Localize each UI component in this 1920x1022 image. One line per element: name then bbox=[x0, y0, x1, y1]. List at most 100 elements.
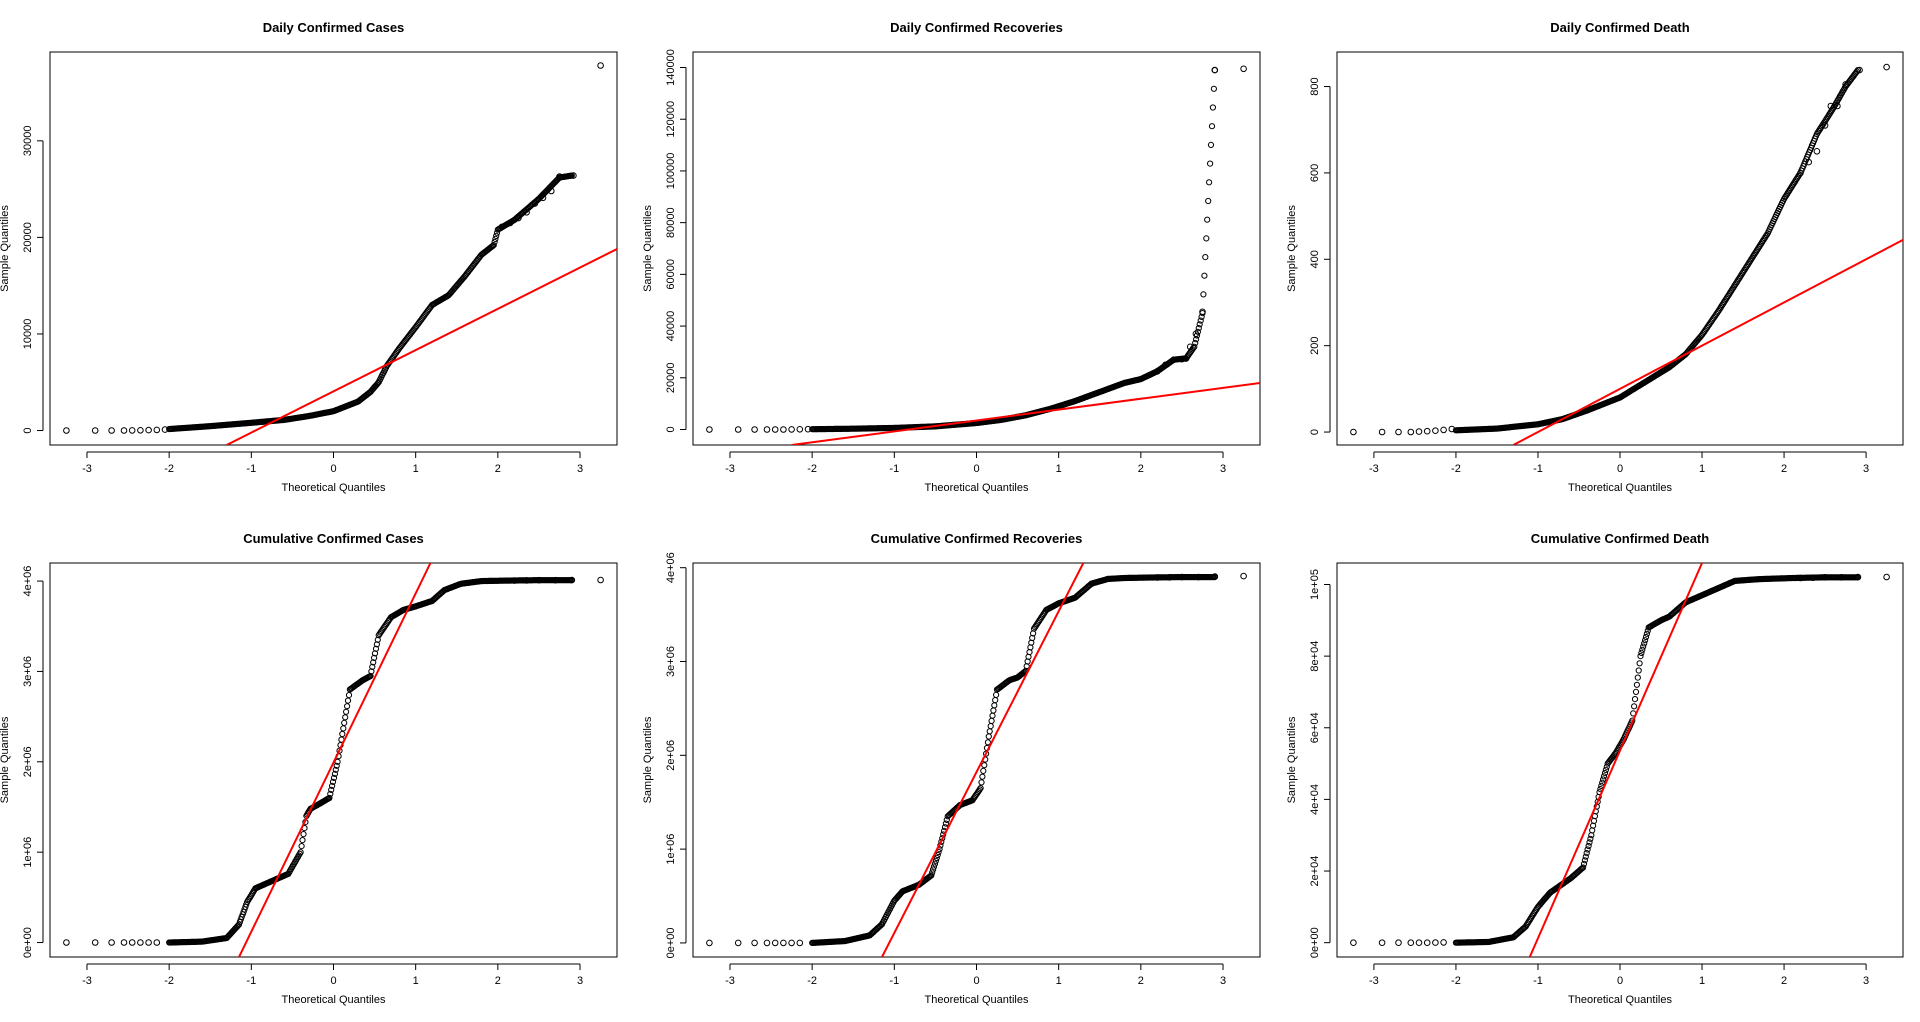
plot-title: Cumulative Confirmed Death bbox=[1531, 531, 1709, 546]
sample-point bbox=[334, 758, 341, 765]
sample-point bbox=[1581, 857, 1589, 864]
sample-point bbox=[1432, 427, 1439, 435]
sample-point bbox=[1240, 65, 1247, 73]
y-tick-label: 140000 bbox=[665, 49, 677, 86]
sample-point bbox=[1732, 280, 1739, 287]
x-tick-label: -3 bbox=[82, 975, 92, 987]
qq-reference-line bbox=[1512, 238, 1903, 445]
sample-point bbox=[506, 219, 514, 227]
sample-point bbox=[328, 786, 335, 794]
sample-point bbox=[1782, 192, 1790, 199]
sample-point bbox=[977, 785, 984, 792]
sample-point bbox=[1590, 817, 1598, 825]
sample-point bbox=[1824, 114, 1831, 121]
sample-point bbox=[1192, 339, 1199, 347]
sample-point bbox=[1192, 330, 1200, 338]
sample-point bbox=[344, 703, 351, 710]
sample-point bbox=[1642, 633, 1650, 641]
qq-panel: Cumulative Confirmed Cases Theoretical Qu… bbox=[0, 531, 618, 1006]
sample-point bbox=[991, 702, 998, 709]
y-tick-label: 80000 bbox=[665, 207, 677, 238]
sample-point bbox=[1154, 368, 1161, 375]
sample-point bbox=[1211, 573, 1219, 580]
sample-point bbox=[1797, 169, 1804, 177]
y-tick-label: 120000 bbox=[665, 101, 677, 138]
plot-title: Cumulative Confirmed Recoveries bbox=[871, 531, 1083, 546]
sample-point bbox=[788, 426, 795, 433]
sample-point bbox=[1162, 361, 1169, 369]
sample-point bbox=[597, 62, 604, 69]
sample-point bbox=[1209, 104, 1217, 111]
sample-point bbox=[1196, 321, 1203, 328]
sample-points bbox=[1350, 63, 1890, 436]
sample-point bbox=[1728, 286, 1736, 293]
sample-point bbox=[734, 939, 742, 947]
x-tick-label: -3 bbox=[725, 975, 735, 987]
y-tick-label: 800 bbox=[1309, 77, 1321, 95]
y-axis-label: Sample Quantiles bbox=[642, 716, 654, 803]
x-tick-label: 1 bbox=[1056, 463, 1062, 475]
sample-point bbox=[1760, 236, 1767, 243]
sample-point bbox=[331, 770, 338, 778]
sample-point bbox=[1578, 866, 1585, 873]
x-tick-label: 1 bbox=[413, 975, 419, 987]
sample-point bbox=[1580, 860, 1588, 868]
sample-point bbox=[1790, 180, 1797, 187]
sample-point bbox=[1786, 186, 1793, 193]
sample-point bbox=[1204, 216, 1211, 223]
sample-point bbox=[570, 172, 577, 179]
qq-panel: Daily Confirmed Recoveries Theoretical Qu… bbox=[642, 20, 1261, 494]
x-tick-label: 0 bbox=[330, 463, 336, 475]
sample-point bbox=[340, 725, 347, 732]
sample-point bbox=[1637, 653, 1644, 660]
qq-panel: Cumulative Confirmed Recoveries Theoretic… bbox=[642, 531, 1261, 1006]
sample-point bbox=[1642, 637, 1649, 644]
sample-point bbox=[539, 194, 547, 202]
sample-point bbox=[128, 427, 136, 434]
sample-point bbox=[986, 728, 993, 735]
sample-point bbox=[531, 200, 539, 207]
sample-point bbox=[1633, 681, 1641, 688]
sample-point bbox=[1580, 864, 1587, 871]
x-axis: -3 -2 -1 0 1 2 3 bbox=[82, 963, 583, 987]
sample-point bbox=[771, 939, 779, 947]
sample-point bbox=[985, 733, 992, 740]
sample-point bbox=[153, 939, 161, 946]
x-tick-label: -2 bbox=[807, 975, 817, 987]
sample-point bbox=[1202, 254, 1209, 261]
sample-point bbox=[91, 939, 99, 946]
sample-point bbox=[493, 232, 500, 239]
sample-point bbox=[930, 866, 937, 873]
sample-point bbox=[1440, 939, 1447, 946]
x-tick-label: -2 bbox=[1451, 975, 1461, 987]
sample-point bbox=[369, 663, 376, 671]
sample-point bbox=[299, 837, 306, 844]
sample-point bbox=[523, 209, 530, 216]
x-tick-label: 1 bbox=[1699, 463, 1705, 475]
y-tick-label: 0e+00 bbox=[22, 927, 34, 958]
x-tick-label: 2 bbox=[1138, 463, 1144, 475]
sample-point bbox=[1584, 846, 1591, 853]
sample-point bbox=[342, 714, 349, 721]
x-tick-label: -3 bbox=[1369, 975, 1379, 987]
x-tick-label: 1 bbox=[1056, 975, 1062, 987]
sample-point bbox=[1725, 292, 1732, 299]
sample-point bbox=[597, 576, 604, 584]
y-tick-label: 20000 bbox=[22, 222, 34, 253]
x-axis: -3 -2 -1 0 1 2 3 bbox=[1369, 451, 1869, 475]
qq-reference-line bbox=[1528, 563, 1703, 957]
sample-point bbox=[984, 739, 992, 746]
sample-point bbox=[333, 762, 340, 769]
y-tick-label: 4e+06 bbox=[665, 552, 677, 583]
plot-frame bbox=[1336, 51, 1904, 446]
y-tick-label: 40000 bbox=[665, 311, 677, 342]
sample-point bbox=[1638, 649, 1645, 657]
y-tick-label: 0e+00 bbox=[1309, 927, 1321, 958]
sample-point bbox=[1166, 574, 1173, 581]
sample-point bbox=[751, 939, 758, 947]
sample-point bbox=[1211, 66, 1219, 74]
sample-points bbox=[1350, 573, 1890, 947]
x-tick-label: -3 bbox=[82, 463, 92, 475]
y-tick-label: 0 bbox=[22, 427, 34, 433]
